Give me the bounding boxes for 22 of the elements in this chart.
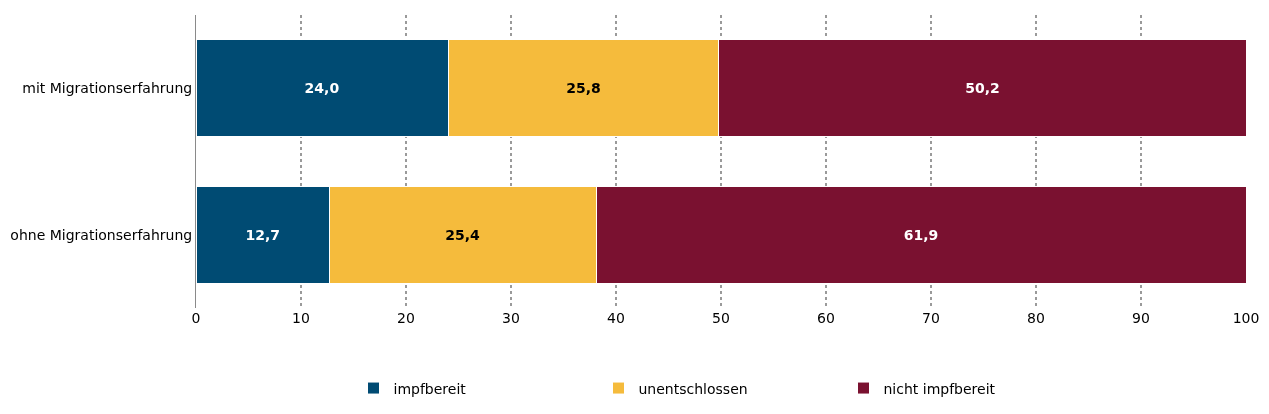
data-label: 61,9 xyxy=(903,226,939,243)
data-label: 24,0 xyxy=(304,80,340,97)
x-tick-label: 30 xyxy=(502,310,520,326)
y-tick-label: mit Migrationserfahrung xyxy=(22,80,193,97)
legend-label: unentschlossen xyxy=(638,380,748,397)
y-tick-label: ohne Migrationserfahrung xyxy=(10,226,193,243)
legend-label: impfbereit xyxy=(393,380,467,397)
x-tick-label: 90 xyxy=(1132,310,1150,326)
x-tick-label: 40 xyxy=(607,310,625,326)
x-tick-label: 80 xyxy=(1027,310,1045,326)
x-tick-label: 100 xyxy=(1232,310,1260,326)
x-tick-label: 10 xyxy=(292,310,310,326)
x-tick-label: 50 xyxy=(712,310,730,326)
data-label: 25,4 xyxy=(445,226,481,243)
data-label: 12,7 xyxy=(245,226,280,243)
x-tick-label: 0 xyxy=(191,310,201,326)
x-tick-label: 20 xyxy=(397,310,415,326)
x-tick-label: 70 xyxy=(922,310,940,326)
data-label: 25,8 xyxy=(566,80,601,97)
data-label: 50,2 xyxy=(965,80,1000,97)
legend-label: nicht impfbereit xyxy=(883,380,996,397)
x-tick-label: 60 xyxy=(817,310,835,326)
